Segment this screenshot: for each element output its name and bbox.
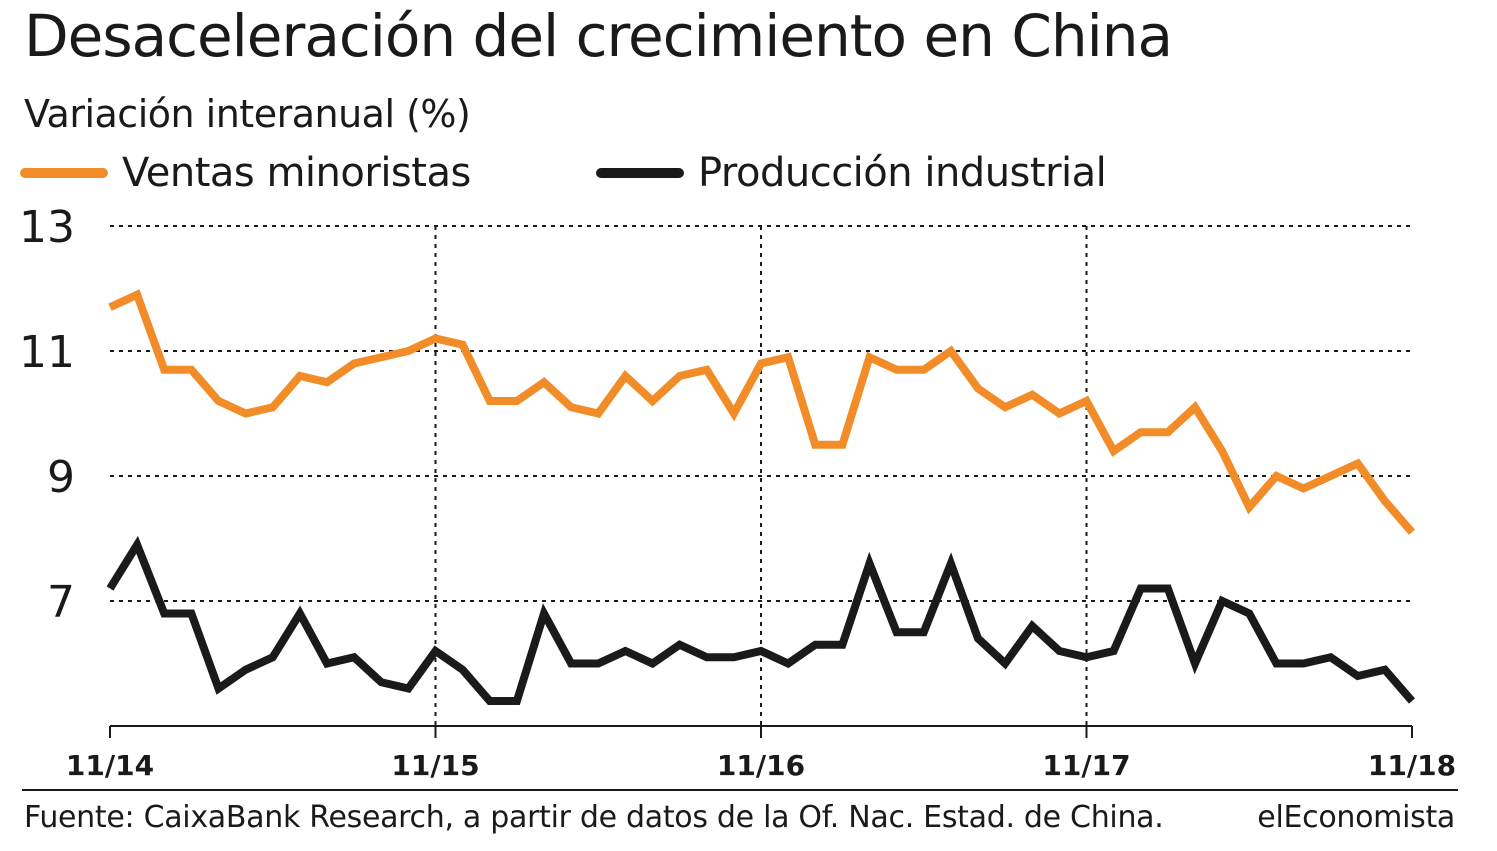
- source-note: Fuente: CaixaBank Research, a partir de …: [24, 800, 1164, 835]
- y-tick-label-11: 11: [19, 327, 75, 378]
- brand-logo: elEconomista: [1257, 800, 1455, 835]
- x-tick-label-2: 11/16: [717, 749, 805, 782]
- series-line-ventas-minoristas: [108, 289, 1416, 535]
- x-tick-label-4: 11/18: [1368, 749, 1456, 782]
- footer-divider: [22, 789, 1458, 791]
- series-line-produccion-industrial: [106, 535, 1416, 705]
- chart-title: Desaceleración del crecimiento en China: [24, 2, 1173, 70]
- line-chart: 13 11 9 7 11/14 11/15 11/16 11/17 11/18: [19, 202, 1456, 782]
- legend-item-produccion: Producción industrial: [596, 150, 1107, 196]
- legend-swatch-ventas: [20, 168, 108, 178]
- legend-swatch-produccion: [596, 168, 684, 178]
- x-tick-label-3: 11/17: [1042, 749, 1130, 782]
- legend-label-produccion: Producción industrial: [698, 150, 1107, 196]
- x-tick-label-0: 11/14: [66, 749, 154, 782]
- chart-legend: Ventas minoristas Producción industrial: [0, 150, 1497, 198]
- y-tick-label-13: 13: [19, 202, 75, 253]
- chart-subtitle: Variación interanual (%): [24, 92, 471, 136]
- x-tick-label-1: 11/15: [391, 749, 479, 782]
- legend-item-ventas: Ventas minoristas: [20, 150, 471, 196]
- legend-label-ventas: Ventas minoristas: [122, 150, 471, 196]
- y-tick-label-7: 7: [47, 577, 75, 628]
- y-tick-label-9: 9: [47, 452, 75, 503]
